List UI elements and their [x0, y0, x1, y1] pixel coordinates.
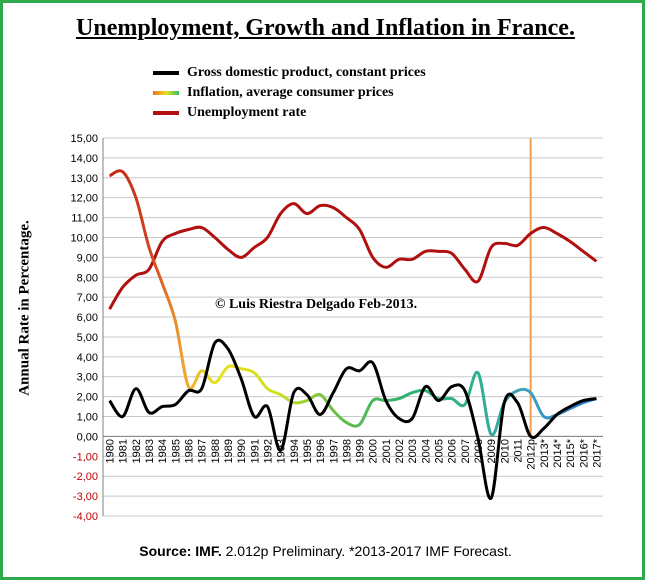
y-tick-label: 13,00 [70, 173, 98, 185]
x-tick-label: 2009 [486, 439, 498, 463]
x-tick-label: 2002 [394, 439, 406, 463]
x-tick-label: 2011 [512, 439, 524, 463]
y-tick-label: 3,00 [77, 372, 98, 384]
legend-label-unemployment: Unemployment rate [187, 105, 307, 120]
x-tick-label: 2010 [499, 439, 511, 463]
y-tick-label: 15,00 [70, 133, 98, 145]
x-tick-label: 2005 [434, 439, 446, 463]
x-tick-label: 1987 [197, 439, 209, 463]
y-tick-label: -4,00 [73, 511, 98, 523]
source-text: 2.012p Preliminary. *2013-2017 IMF Forec… [221, 543, 512, 559]
y-tick-label: 12,00 [70, 193, 98, 205]
legend-item-inflation: Inflation, average consumer prices [153, 83, 394, 103]
x-tick-label: 1980 [105, 439, 117, 463]
x-tick-label: 2012p [526, 439, 538, 470]
x-tick-label: 2015* [565, 438, 577, 467]
x-tick-label: 1991 [249, 439, 261, 463]
x-tick-label: 2017* [591, 438, 603, 467]
legend-swatch-gdp [153, 71, 179, 75]
x-tick-label: 2003 [407, 439, 419, 463]
x-tick-label: 1992 [262, 439, 274, 463]
chart-title: Unemployment, Growth and Inflation in Fr… [76, 15, 575, 41]
x-tick-label: 1983 [144, 439, 156, 463]
x-tick-label: 1981 [118, 439, 130, 463]
x-tick-label: 1999 [355, 439, 367, 463]
x-tick-label: 1982 [131, 439, 143, 463]
y-tick-label: 5,00 [77, 332, 98, 344]
y-tick-label: 11,00 [71, 213, 98, 225]
x-tick-label: 1994 [289, 439, 301, 463]
x-tick-label: 2007 [460, 439, 472, 463]
y-tick-label: 8,00 [77, 272, 98, 284]
x-tick-label: 1989 [223, 439, 235, 463]
legend-label-inflation: Inflation, average consumer prices [187, 85, 394, 100]
x-tick-label: 2006 [447, 439, 459, 463]
legend-label-gdp: Gross domestic product, constant prices [187, 65, 426, 80]
y-tick-label: -3,00 [73, 491, 98, 503]
x-tick-label: 1997 [328, 439, 340, 463]
y-tick-label: 6,00 [77, 312, 98, 324]
x-tick-label: 2004 [420, 439, 432, 463]
y-tick-label: 7,00 [77, 292, 98, 304]
x-tick-label: 1986 [184, 439, 196, 463]
x-tick-label: 1995 [302, 439, 314, 463]
x-tick-label: 1998 [341, 439, 353, 463]
series-line-inflation [108, 169, 597, 437]
x-tick-label: 1996 [315, 439, 327, 463]
y-tick-label: 4,00 [77, 352, 98, 364]
x-tick-label: 2001 [381, 439, 393, 463]
series-line-gdp [108, 338, 597, 500]
y-tick-label: 0,00 [77, 431, 98, 443]
source-note: Source: IMF. 2.012p Preliminary. *2013-2… [3, 543, 642, 559]
legend-swatch-unemployment [153, 111, 179, 115]
source-bold: Source: IMF. [139, 543, 222, 559]
y-tick-label: 1,00 [77, 412, 98, 424]
y-tick-label: 2,00 [77, 392, 98, 404]
x-tick-label: 1990 [236, 439, 248, 463]
x-tick-label: 2013* [539, 438, 551, 467]
y-tick-label: -1,00 [73, 451, 98, 463]
x-tick-label: 2014* [552, 438, 564, 467]
x-tick-label: 2016* [578, 438, 590, 467]
legend-swatch-inflation [153, 91, 179, 95]
y-tick-label: -2,00 [73, 471, 98, 483]
legend-item-gdp: Gross domestic product, constant prices [153, 63, 426, 83]
copyright-note: © Luis Riestra Delgado Feb-2013. [215, 297, 418, 312]
line-chart: -4,00 -3,00 -2,00 -1,00 0,00 1,00 2,00 3,00 4,00… [70, 133, 603, 523]
y-tick-label: 10,00 [70, 232, 98, 244]
x-tick-label: 1988 [210, 439, 222, 463]
y-tick-label: 9,00 [77, 252, 98, 264]
x-tick-label: 1984 [157, 439, 169, 463]
legend-item-unemployment: Unemployment rate [153, 103, 306, 123]
x-tick-label: 1985 [170, 439, 182, 463]
series-line-unemployment [108, 202, 598, 310]
y-tick-label: 14,00 [70, 153, 98, 165]
x-tick-label: 2000 [368, 439, 380, 463]
